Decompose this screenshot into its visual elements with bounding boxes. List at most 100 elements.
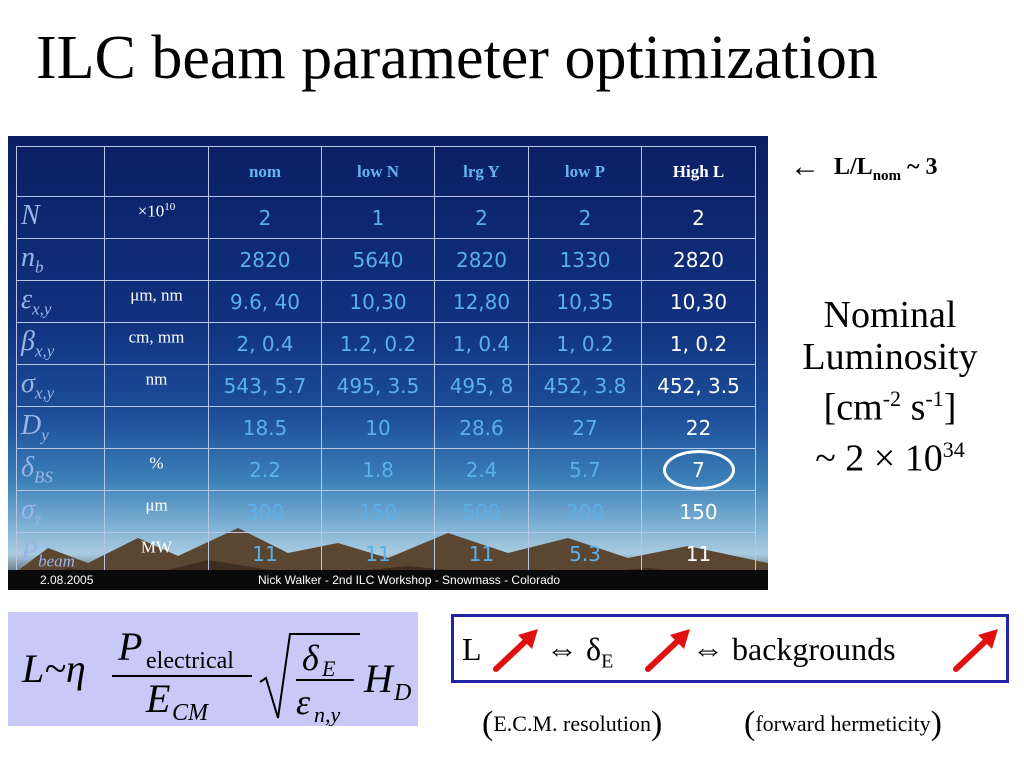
footer-date: 2.08.2005 <box>40 573 94 587</box>
table-header-row: nom low N lrg Y low P High L <box>16 146 756 197</box>
table-cell: 10,35 <box>528 280 642 323</box>
param-unit-text: ×10 <box>137 201 165 221</box>
param-unit: MW <box>104 532 209 575</box>
table-cell: 27 <box>528 406 642 449</box>
param-symbol-main: P <box>21 535 39 567</box>
cell-value: 2 <box>692 205 705 230</box>
lumi-unit-mid: s <box>901 386 926 429</box>
header-cell <box>104 146 209 197</box>
ratio-sub: nom <box>872 167 902 184</box>
cell-value: 1 <box>371 205 385 230</box>
note-ecm-resolution: (E.C.M. resolution) <box>482 704 662 744</box>
param-symbol: σx,y <box>16 364 105 407</box>
red-up-arrow-icon <box>645 629 690 672</box>
nominal-luminosity-note: Nominal Luminosity [cm-2 s-1] ~ 2 × 1034 <box>776 294 1004 479</box>
table-cell: 1330 <box>528 238 642 281</box>
param-symbol-sub: BS <box>34 467 53 487</box>
lumi-value: ~ 2 × 1034 <box>776 429 1004 480</box>
table-cell: 2 <box>434 196 529 239</box>
lumi-value-base: ~ 2 × 10 <box>815 437 943 480</box>
cell-value: 10,30 <box>349 289 407 314</box>
param-unit <box>104 406 209 449</box>
cell-value: 1330 <box>559 247 611 272</box>
param-symbol: βx,y <box>16 322 105 365</box>
header-low-p: low P <box>528 146 642 197</box>
param-symbol-main: δ <box>21 451 35 483</box>
table-cell: 11 <box>434 532 529 575</box>
formula-e-sub: CM <box>172 700 210 726</box>
param-symbol-main: σ <box>21 367 35 399</box>
cell-value: 2, 0.4 <box>236 331 294 356</box>
rel-delta-e: ⇔ δE <box>546 631 613 679</box>
luminosity-ratio-note: ← L/Lnom ~ 3 <box>790 150 938 185</box>
cell-value: 22 <box>685 415 712 440</box>
table-row: Pbeam MW 11 11 11 5.3 11 <box>16 532 756 575</box>
table-cell: 10 <box>321 406 435 449</box>
cell-value: 2 <box>258 205 272 230</box>
cell-value: 5.3 <box>569 541 601 566</box>
table-cell: 11 <box>321 532 435 575</box>
parameter-table-image: nom low N lrg Y low P High L N ×1010 2 1 2 2 2… <box>8 136 768 590</box>
cell-value: 2 <box>578 205 592 230</box>
lumi-value-exp: 34 <box>942 436 965 462</box>
formula-sqrt <box>259 633 360 719</box>
cell-value: 1, 0.2 <box>669 331 728 356</box>
cell-value: 5.7 <box>569 457 601 482</box>
formula-eps-sub: n,y <box>314 702 341 726</box>
table-cell: 11 <box>641 532 756 575</box>
param-symbol-main: n <box>21 241 35 273</box>
paren-open: ( <box>482 705 494 742</box>
table-cell: 2.2 <box>208 448 322 491</box>
param-symbol: nb <box>16 238 105 281</box>
formula-delta-sub: E <box>321 656 336 681</box>
table-cell: 495, 8 <box>434 364 529 407</box>
param-symbol: N <box>16 196 105 239</box>
paren-close: ) <box>930 705 942 742</box>
footer-credit: Nick Walker - 2nd ILC Workshop - Snowmas… <box>258 573 561 587</box>
table-cell: 28.6 <box>434 406 529 449</box>
formula-eps: ε <box>296 682 311 722</box>
note-forward-hermeticity: (forward hermeticity) <box>744 704 942 744</box>
cell-value: 7 <box>662 449 735 490</box>
formula-svg: L~η P electrical E CM δ E ε n,y H D <box>21 624 411 726</box>
table-cell: 2 <box>528 196 642 239</box>
cell-value: 495, 3.5 <box>336 373 420 398</box>
param-symbol-sub: y <box>41 425 49 445</box>
table-row: nb 2820 5640 2820 1330 2820 <box>16 238 756 281</box>
cell-value: 452, 3.8 <box>543 373 627 398</box>
table-row: δBS% 2.2 1.8 2.4 5.7 7 <box>16 448 756 491</box>
cell-value: 11 <box>252 541 278 566</box>
table-cell: 2 <box>208 196 322 239</box>
cell-value: 9.6, 40 <box>230 289 300 314</box>
param-symbol: σz <box>16 490 105 533</box>
parameter-table: nom low N lrg Y low P High L N ×1010 2 1 2 2 2… <box>16 146 756 575</box>
param-unit: cm, mm <box>104 322 209 365</box>
lumi-line1: Nominal <box>823 294 957 336</box>
cell-value: 500 <box>462 499 501 524</box>
param-unit-text: nm <box>145 369 168 389</box>
cell-value: 2820 <box>673 247 724 272</box>
table-cell: 500 <box>434 490 529 533</box>
rel-equiv1: ⇔ δ <box>546 631 602 667</box>
cell-value: 150 <box>679 499 718 524</box>
table-row: Dy 18.5 10 28.6 27 22 <box>16 406 756 449</box>
cell-value: 2820 <box>239 247 291 272</box>
table-cell: 543, 5.7 <box>208 364 322 407</box>
table-cell: 1, 0.4 <box>434 322 529 365</box>
param-symbol-main: N <box>21 199 40 231</box>
param-unit: % <box>104 448 209 491</box>
param-symbol-sub: b <box>35 257 44 277</box>
table-cell: 10,30 <box>321 280 435 323</box>
cell-value: 10,30 <box>669 289 728 314</box>
table-cell: 22 <box>641 406 756 449</box>
table-cell: 2820 <box>641 238 756 281</box>
table-cell: 5.7 <box>528 448 642 491</box>
param-symbol-main: D <box>21 409 42 441</box>
cell-value: 1, 0.4 <box>452 331 511 356</box>
cell-value: 150 <box>358 499 398 524</box>
param-unit: μm <box>104 490 209 533</box>
table-cell: 10,30 <box>641 280 756 323</box>
param-symbol-sub: x,y <box>34 383 55 403</box>
param-unit: nm <box>104 364 209 407</box>
formula-lhs: L~η <box>21 646 86 691</box>
